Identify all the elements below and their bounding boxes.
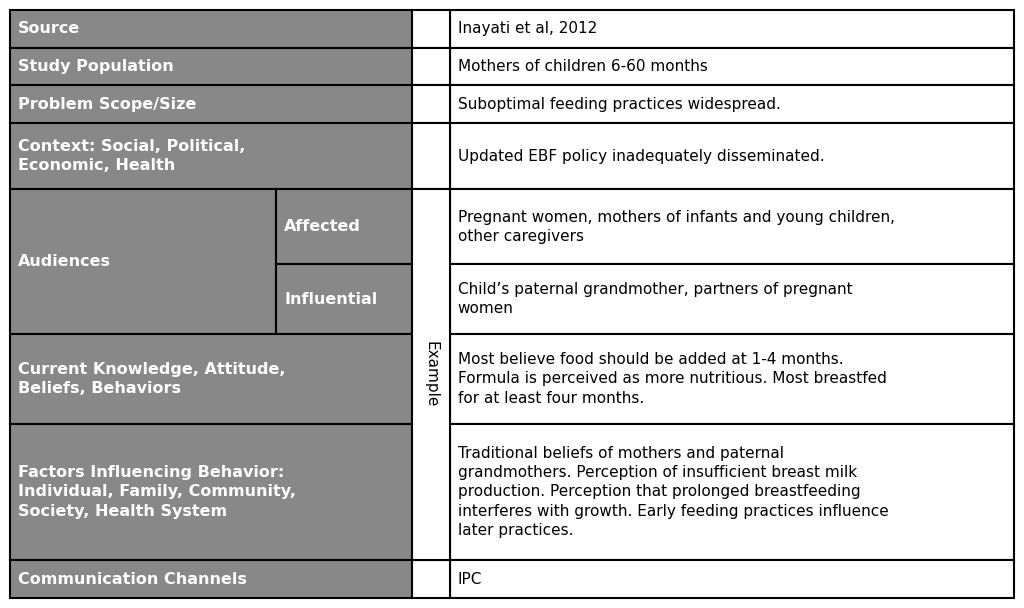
Bar <box>412 47 450 85</box>
Bar <box>412 561 450 598</box>
Text: Mothers of children 6-60 months: Mothers of children 6-60 months <box>458 59 708 74</box>
Bar <box>276 189 412 264</box>
Text: Example: Example <box>423 342 438 408</box>
Text: Factors Influencing Behavior:
Individual, Family, Community,
Society, Health Sys: Factors Influencing Behavior: Individual… <box>18 465 296 519</box>
Bar <box>450 123 1014 189</box>
Bar <box>10 47 412 85</box>
Text: Updated EBF policy inadequately disseminated.: Updated EBF policy inadequately dissemin… <box>458 148 824 164</box>
Bar <box>10 123 412 189</box>
Bar <box>412 123 450 189</box>
Text: Traditional beliefs of mothers and paternal
grandmothers. Perception of insuffic: Traditional beliefs of mothers and pater… <box>458 446 889 538</box>
Text: Child’s paternal grandmother, partners of pregnant
women: Child’s paternal grandmother, partners o… <box>458 282 852 316</box>
Bar <box>450 10 1014 47</box>
Bar <box>450 424 1014 561</box>
Text: Affected: Affected <box>284 219 360 234</box>
Bar <box>276 264 412 334</box>
Bar <box>10 189 276 334</box>
Bar <box>450 85 1014 123</box>
Bar <box>450 264 1014 334</box>
Bar <box>10 85 412 123</box>
Text: Inayati et al, 2012: Inayati et al, 2012 <box>458 21 597 36</box>
Bar <box>412 10 450 47</box>
Text: Study Population: Study Population <box>18 59 174 74</box>
Text: Source: Source <box>18 21 80 36</box>
Text: Communication Channels: Communication Channels <box>18 572 247 587</box>
Bar <box>412 189 450 561</box>
Bar <box>10 10 412 47</box>
Bar <box>10 561 412 598</box>
Bar <box>450 189 1014 264</box>
Text: Problem Scope/Size: Problem Scope/Size <box>18 97 197 112</box>
Text: Audiences: Audiences <box>18 254 111 269</box>
Bar <box>10 424 412 561</box>
Text: IPC: IPC <box>458 572 482 587</box>
Bar <box>450 47 1014 85</box>
Bar <box>450 334 1014 424</box>
Text: Context: Social, Political,
Economic, Health: Context: Social, Political, Economic, He… <box>18 139 246 173</box>
Text: Influential: Influential <box>284 292 377 307</box>
Text: Suboptimal feeding practices widespread.: Suboptimal feeding practices widespread. <box>458 97 780 112</box>
Text: Most believe food should be added at 1-4 months.
Formula is perceived as more nu: Most believe food should be added at 1-4… <box>458 352 887 406</box>
Bar <box>412 85 450 123</box>
Text: Current Knowledge, Attitude,
Beliefs, Behaviors: Current Knowledge, Attitude, Beliefs, Be… <box>18 362 286 396</box>
Bar <box>10 334 412 424</box>
Text: Pregnant women, mothers of infants and young children,
other caregivers: Pregnant women, mothers of infants and y… <box>458 210 895 244</box>
Bar <box>450 561 1014 598</box>
